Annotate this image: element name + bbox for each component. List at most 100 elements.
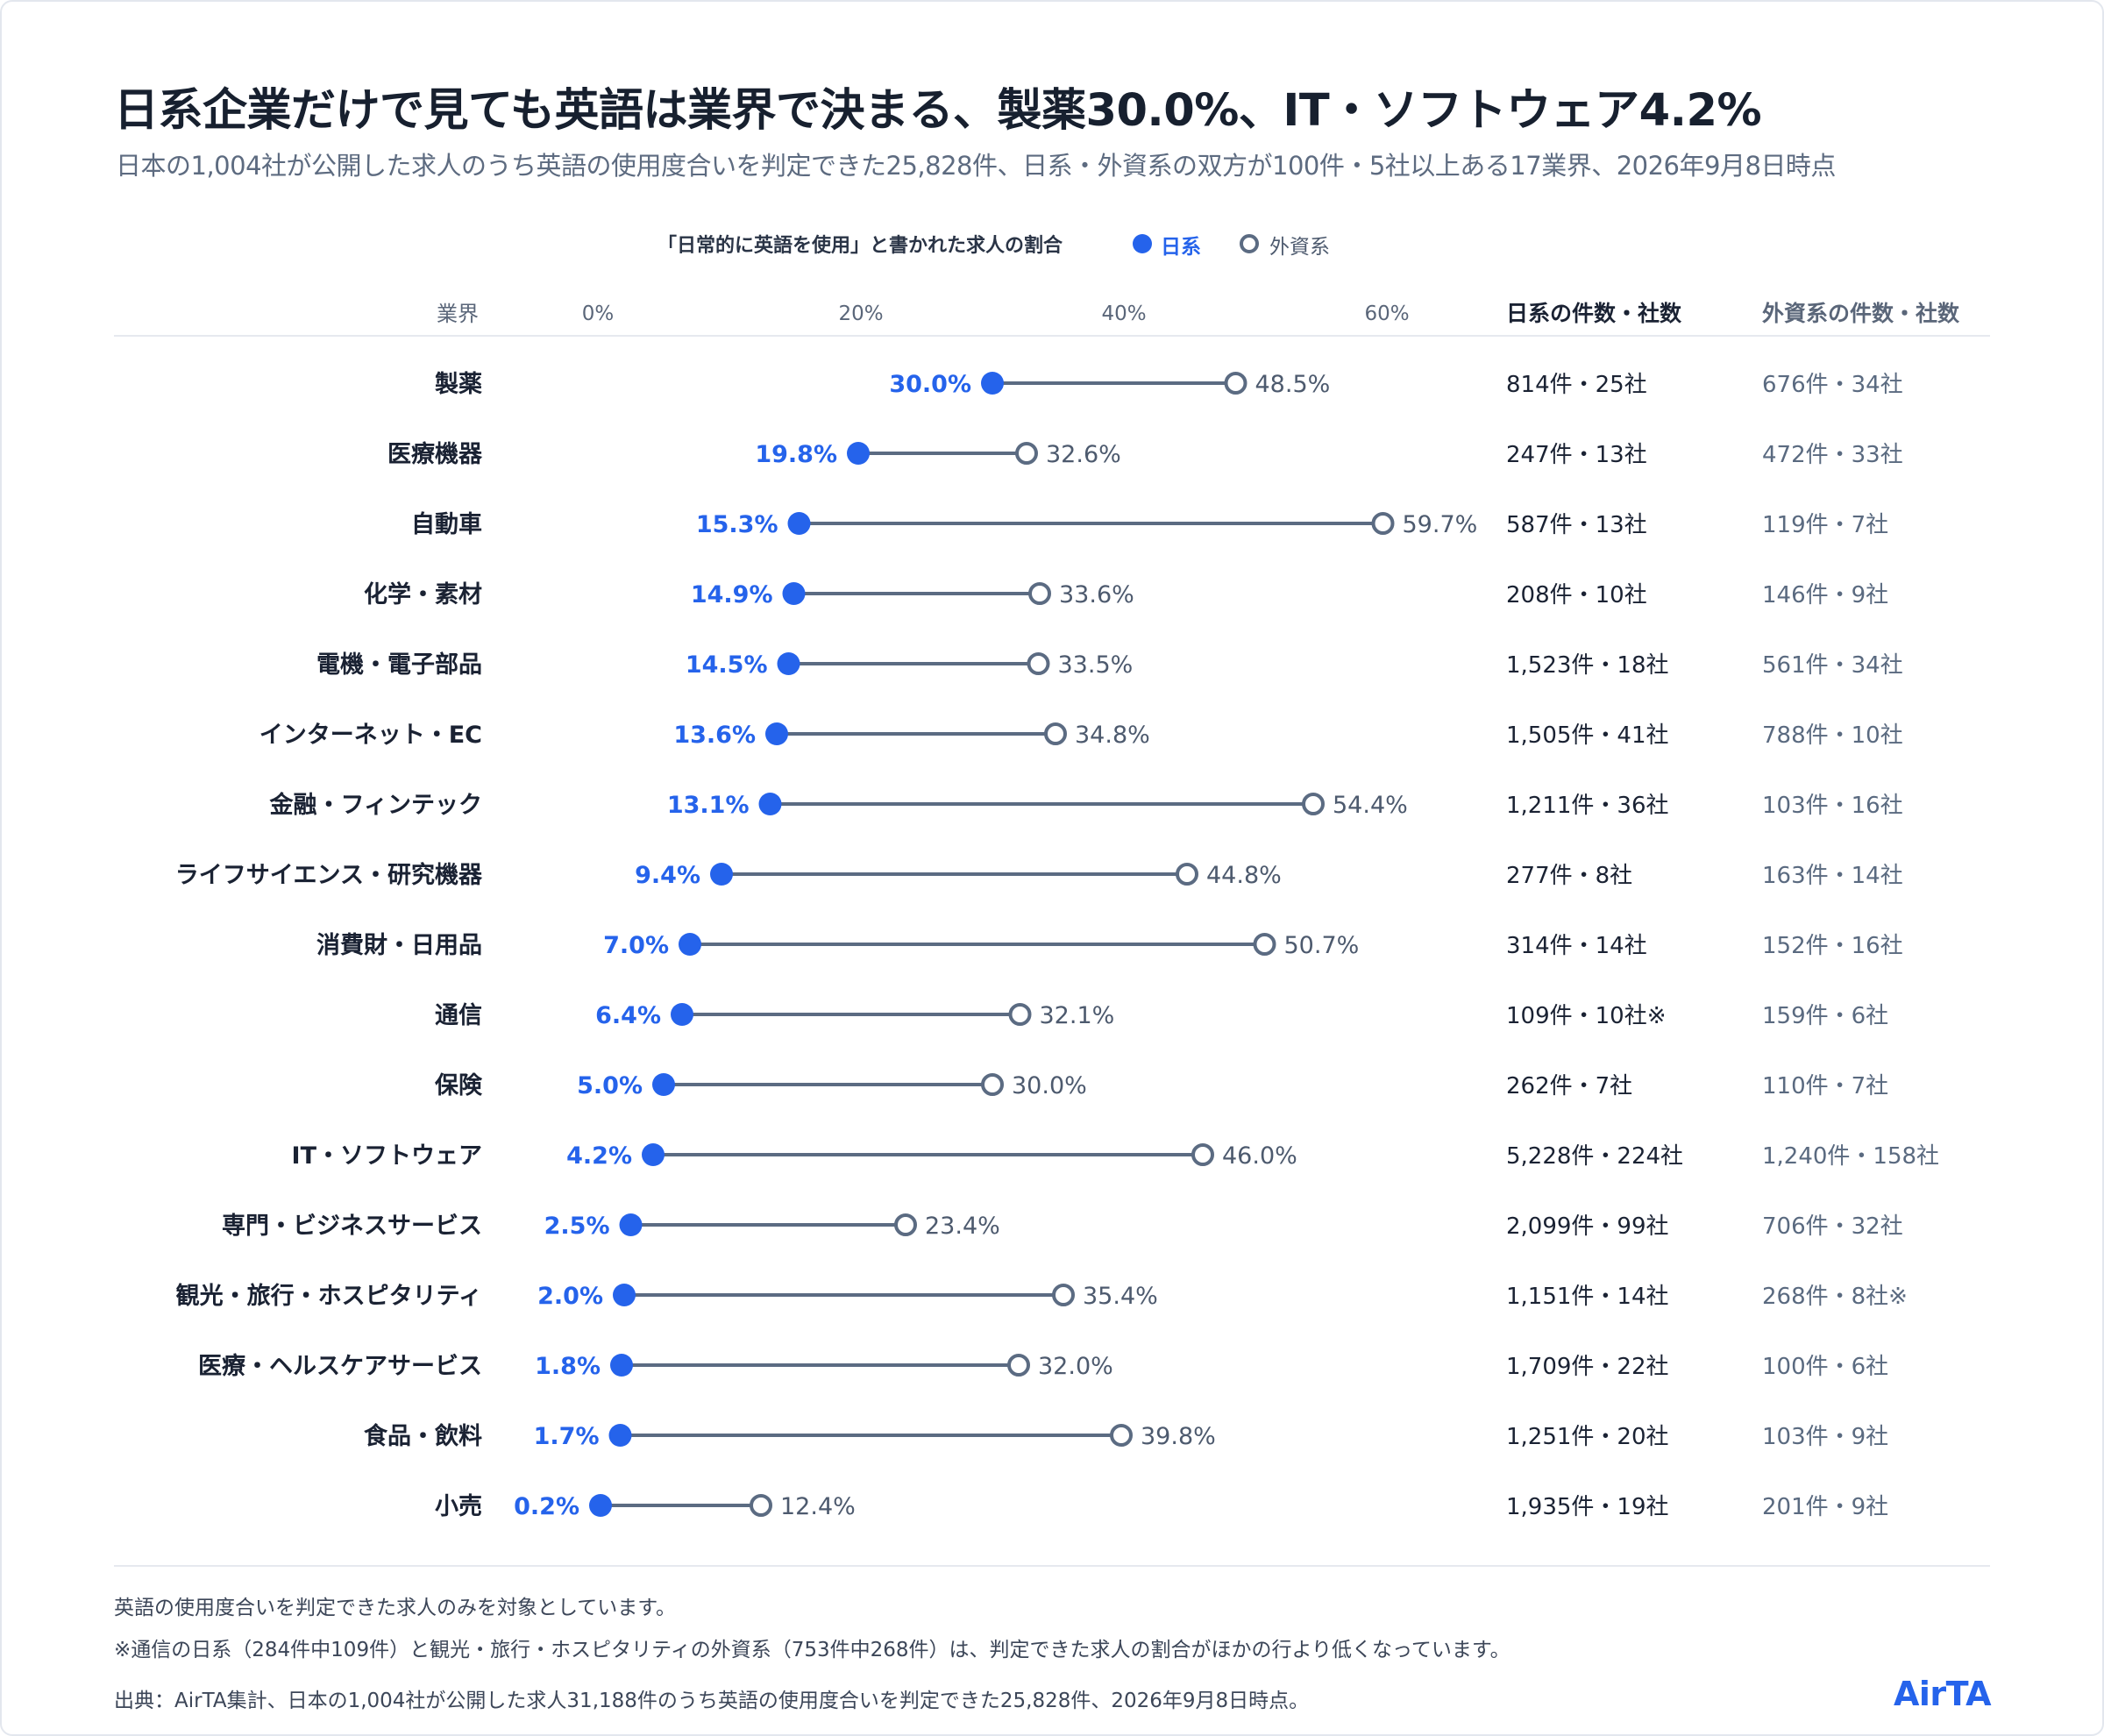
japanese-value-label: 19.8%: [755, 441, 837, 468]
foreign-point: [1015, 442, 1038, 465]
japanese-value-label: 14.5%: [686, 651, 768, 679]
japanese-point: [619, 1213, 643, 1236]
japanese-value-label: 9.4%: [635, 862, 700, 889]
foreign-point: [1253, 933, 1276, 956]
japanese-value-label: 6.4%: [595, 1002, 661, 1029]
japanese-point: [589, 1494, 612, 1517]
japanese-counts: 1,211件・36社: [1506, 793, 1669, 819]
header-foreign-counts: 外資系の件数・社数: [1762, 301, 1960, 326]
foreign-point: [894, 1213, 917, 1236]
japanese-value-label: 2.0%: [537, 1283, 603, 1310]
japanese-counts: 1,505件・41社: [1506, 722, 1669, 749]
footer-divider: [114, 1565, 1990, 1567]
industry-label: 小売: [435, 1493, 482, 1520]
industry-label: 通信: [435, 1002, 482, 1029]
foreign-point: [1044, 722, 1067, 745]
japanese-point: [758, 793, 782, 815]
foreign-point: [1110, 1424, 1133, 1447]
foreign-counts: 268件・8社※: [1762, 1284, 1908, 1310]
japanese-counts: 5,228件・224社: [1506, 1143, 1683, 1170]
legend: 「日常的に英語を使用」と書かれた求人の割合 日系 外資系: [0, 230, 2104, 261]
japanese-counts: 247件・13社: [1506, 442, 1647, 468]
japanese-point: [610, 1354, 633, 1377]
japanese-point: [608, 1424, 632, 1447]
foreign-counts: 201件・9社: [1762, 1494, 1888, 1520]
japanese-counts: 1,709件・22社: [1506, 1354, 1669, 1380]
footnote-2: ※通信の日系（284件中109件）と観光・旅行・ホスピタリティの外資系（753件…: [114, 1639, 1510, 1661]
foreign-counts: 163件・14社: [1762, 863, 1903, 889]
japanese-value-label: 13.1%: [667, 792, 750, 819]
foreign-point: [1224, 372, 1247, 395]
legend-title: 「日常的に英語を使用」と書かれた求人の割合: [658, 235, 1063, 257]
japanese-point: [981, 372, 1004, 395]
foreign-counts: 1,240件・158社: [1762, 1143, 1939, 1170]
foreign-counts: 103件・16社: [1762, 793, 1903, 819]
japanese-value-label: 13.6%: [673, 722, 756, 749]
japanese-counts: 1,935件・19社: [1506, 1494, 1669, 1520]
japanese-counts: 277件・8社: [1506, 863, 1632, 889]
foreign-value-label: 12.4%: [780, 1493, 856, 1520]
foreign-counts: 676件・34社: [1762, 372, 1903, 398]
industry-label: ライフサイエンス・研究機器: [175, 861, 483, 889]
industry-label: 医療・ヘルスケアサービス: [198, 1353, 482, 1380]
japanese-counts: 314件・14社: [1506, 933, 1647, 959]
industry-label: 自動車: [411, 510, 482, 538]
foreign-value-label: 59.7%: [1403, 511, 1478, 538]
industry-label: インターネット・EC: [259, 722, 482, 749]
legend-japanese-label: 日系: [1161, 236, 1201, 259]
foreign-counts: 110件・7社: [1762, 1073, 1888, 1099]
industry-label: 消費財・日用品: [316, 932, 482, 959]
japanese-point: [679, 933, 701, 956]
x-tick-label: 0%: [582, 302, 615, 325]
foreign-value-label: 32.1%: [1040, 1002, 1115, 1029]
japanese-value-label: 1.8%: [535, 1353, 601, 1380]
legend-foreign-marker: [1240, 234, 1259, 253]
legend-japanese-marker: [1133, 234, 1152, 253]
industry-label: 専門・ビジネスサービス: [222, 1213, 482, 1240]
chart-title: 日系企業だけで見ても英語は業界で決まる、製薬30.0%、IT・ソフトウェア4.2…: [114, 85, 1762, 137]
foreign-point: [750, 1494, 772, 1517]
japanese-value-label: 30.0%: [889, 371, 971, 398]
japanese-point: [652, 1073, 675, 1096]
foreign-point: [1052, 1284, 1075, 1306]
foreign-counts: 706件・32社: [1762, 1213, 1903, 1240]
foreign-counts: 103件・9社: [1762, 1424, 1888, 1450]
japanese-counts: 262件・7社: [1506, 1073, 1632, 1099]
industry-label: 電機・電子部品: [316, 651, 482, 679]
industry-label: 化学・素材: [364, 580, 482, 608]
x-tick-label: 40%: [1101, 302, 1146, 325]
foreign-value-label: 46.0%: [1222, 1142, 1297, 1170]
foreign-counts: 152件・16社: [1762, 933, 1903, 959]
foreign-point: [1007, 1354, 1030, 1377]
japanese-counts: 587件・13社: [1506, 512, 1647, 538]
x-tick-label: 60%: [1364, 302, 1409, 325]
japanese-value-label: 14.9%: [691, 581, 773, 608]
foreign-value-label: 50.7%: [1284, 932, 1360, 959]
japanese-counts: 2,099件・99社: [1506, 1213, 1669, 1240]
foreign-counts: 100件・6社: [1762, 1354, 1888, 1380]
japanese-value-label: 0.2%: [514, 1493, 579, 1520]
japanese-value-label: 1.7%: [534, 1423, 600, 1450]
industry-label: 医療機器: [387, 441, 483, 468]
japanese-counts: 1,523件・18社: [1506, 652, 1669, 679]
foreign-value-label: 23.4%: [925, 1213, 1000, 1240]
japanese-value-label: 4.2%: [566, 1142, 632, 1170]
foreign-point: [1008, 1003, 1032, 1026]
footnote-1: 英語の使用度合いを判定できた求人のみを対象としています。: [114, 1597, 677, 1619]
foreign-point: [1027, 652, 1050, 675]
industry-label: IT・ソフトウェア: [292, 1142, 482, 1170]
foreign-counts: 119件・7社: [1762, 512, 1888, 538]
foreign-value-label: 32.6%: [1046, 441, 1121, 468]
legend-foreign-label: 外資系: [1269, 236, 1330, 259]
airta-logo: AirTA: [1894, 1675, 1992, 1713]
x-tick-label: 20%: [838, 302, 883, 325]
foreign-counts: 788件・10社: [1762, 722, 1903, 749]
foreign-counts: 472件・33社: [1762, 442, 1903, 468]
foreign-point: [1302, 793, 1325, 815]
japanese-point: [613, 1284, 636, 1306]
industry-label: 食品・飲料: [364, 1422, 482, 1450]
foreign-counts: 561件・34社: [1762, 652, 1903, 679]
foreign-point: [1371, 512, 1395, 535]
source-note: 出典：AirTA集計、日本の1,004社が公開した求人31,188件のうち英語の…: [114, 1690, 1310, 1712]
